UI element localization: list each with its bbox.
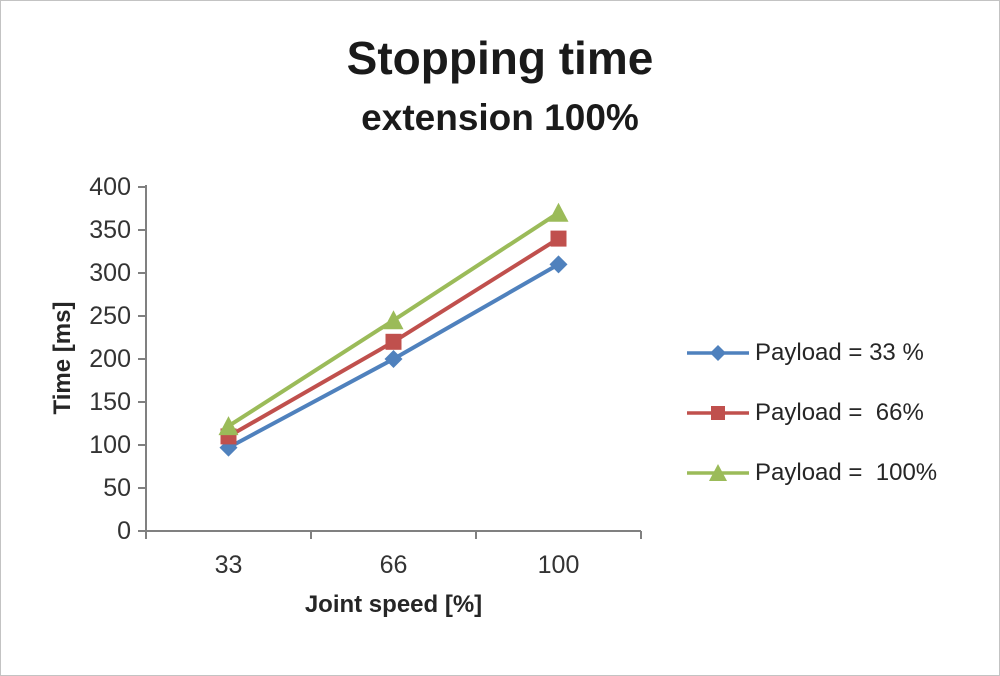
marker-square-icon <box>385 333 402 350</box>
legend-marker-diamond-icon <box>710 345 726 361</box>
y-tick-label: 100 <box>89 431 131 459</box>
marker-triangle-icon <box>218 416 239 436</box>
marker-square-icon <box>550 230 567 247</box>
legend-item-3: Payload = 100% <box>685 459 937 487</box>
y-tick-label: 200 <box>89 345 131 373</box>
chart-subtitle: extension 100% <box>361 97 639 138</box>
legend-square-icon <box>687 406 749 420</box>
marker-triangle-icon <box>383 310 404 330</box>
y-tick-label: 400 <box>89 173 131 201</box>
legend-label: Payload = 100% <box>755 459 938 486</box>
legend-triangle-icon <box>687 464 749 481</box>
legend-marker-square-icon <box>711 406 725 420</box>
marker-diamond-icon <box>384 350 403 368</box>
marker-triangle-icon <box>548 202 569 222</box>
x-tick-label: 100 <box>538 551 580 579</box>
legend-label: Payload = 66% <box>755 399 924 426</box>
marker-diamond-icon <box>549 255 568 274</box>
x-tick-label: 33 <box>215 551 243 579</box>
legend-marker-triangle-icon <box>709 464 727 481</box>
x-tick-label: 66 <box>380 551 408 579</box>
legend-item-1: Payload = 33 % <box>685 339 937 367</box>
y-tick-label: 50 <box>103 474 131 502</box>
y-tick-label: 300 <box>89 259 131 287</box>
y-tick-label: 150 <box>89 388 131 416</box>
y-tick-label: 350 <box>89 216 131 244</box>
y-tick-label: 250 <box>89 302 131 330</box>
legend-label: Payload = 33 % <box>755 339 924 366</box>
chart-title: Stopping time <box>346 32 654 84</box>
x-axis-title: Joint speed [%] <box>304 591 483 618</box>
y-tick-label: 0 <box>117 517 131 545</box>
legend-item-2: Payload = 66% <box>685 399 937 427</box>
legend-diamond-icon <box>687 345 749 361</box>
legend: Payload = 33 % Payload = 66% Payload = 100… <box>685 339 937 487</box>
